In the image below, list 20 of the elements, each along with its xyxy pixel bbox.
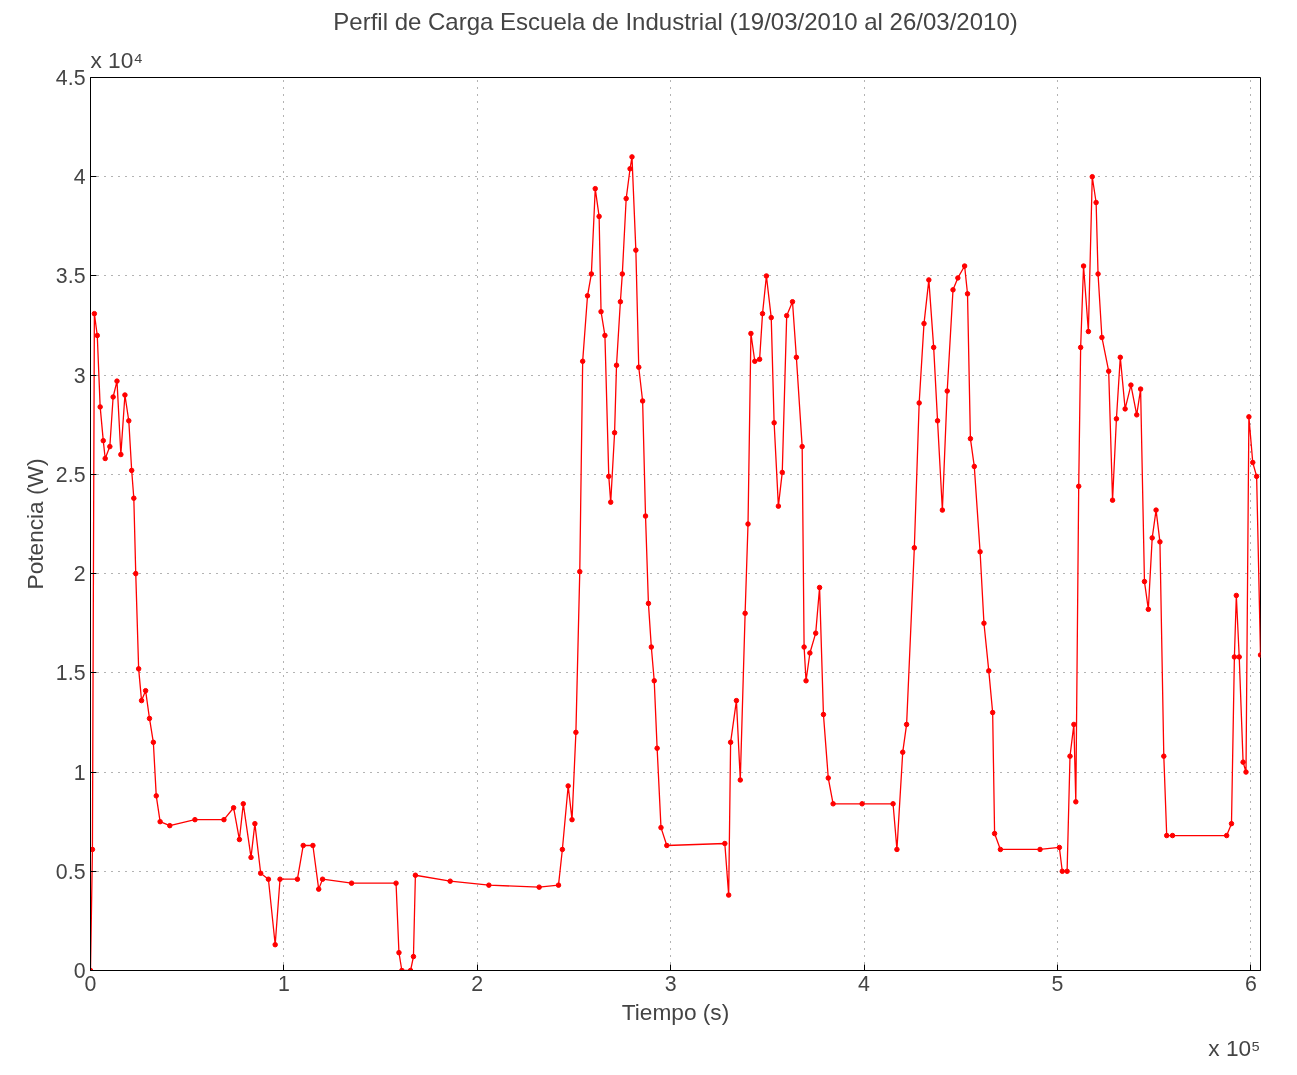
y-tick-label: 0.5	[55, 859, 86, 884]
y-tick-label: 2	[73, 562, 86, 587]
y-tick-label: 1.5	[55, 661, 86, 686]
x-tick-label: 1	[277, 971, 290, 996]
x-tick-label: 4	[858, 971, 871, 996]
y-tick-label: 1	[73, 760, 86, 785]
y-tick-label: 2.5	[55, 462, 86, 487]
x-tick-label: 2	[471, 971, 484, 996]
y-tick-label: 4	[73, 165, 86, 190]
chart-title: Perfil de Carga Escuela de Industrial (19/03/2010 al 26/03/2010)	[333, 7, 1018, 35]
text: x 10⁴	[90, 46, 144, 73]
x-axis-title: Tiempo (s)	[621, 998, 730, 1025]
x-tick-label: 6	[1244, 971, 1257, 996]
x-tick-label: 5	[1051, 971, 1064, 996]
y-tick-label: 4.5	[55, 66, 86, 90]
y-axis-title: Potencia (W)	[21, 458, 48, 590]
x-tick-label: 3	[664, 971, 677, 996]
y-tick-label: 3	[73, 363, 86, 388]
text: x 10⁵	[1208, 1034, 1261, 1061]
y-tick-label: 3.5	[55, 264, 86, 289]
